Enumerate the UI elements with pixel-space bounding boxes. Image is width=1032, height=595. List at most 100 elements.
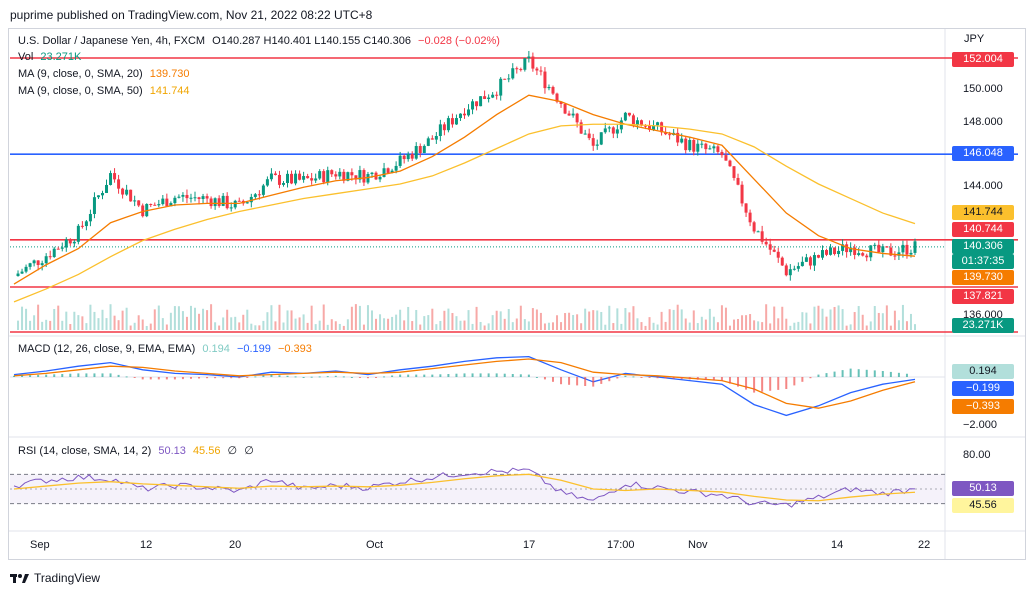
candle-body xyxy=(499,78,503,96)
volume-bar xyxy=(258,325,261,330)
volume-bar xyxy=(885,305,888,330)
volume-bar xyxy=(829,309,832,330)
volume-bar xyxy=(89,304,92,330)
macd-histogram-bar xyxy=(592,377,595,387)
time-axis-label: 22 xyxy=(918,539,931,551)
price-badge: 01:37:35 xyxy=(952,254,1014,269)
macd-legend[interactable]: MACD (12, 26, close, 9, EMA, EMA) 0.194 … xyxy=(18,342,312,356)
candle-body xyxy=(555,93,559,102)
volume-bar xyxy=(415,309,418,330)
candle-body xyxy=(825,250,829,255)
candle-body xyxy=(281,183,285,185)
candle-body xyxy=(105,184,109,193)
ma20-legend[interactable]: MA (9, close, 0, SMA, 20) 139.730 xyxy=(18,67,190,81)
macd-histogram-bar xyxy=(753,377,756,393)
candle-body xyxy=(543,71,547,89)
candle-body xyxy=(189,197,193,199)
candle-body xyxy=(780,257,784,266)
candle-body xyxy=(233,200,237,208)
volume-bar xyxy=(41,321,44,330)
candle-body xyxy=(48,256,52,258)
candle-body xyxy=(732,166,736,178)
volume-bar xyxy=(527,321,530,330)
volume-bar xyxy=(543,323,546,330)
vol-legend[interactable]: Vol 23.271K xyxy=(18,50,81,64)
volume-bar xyxy=(523,319,526,330)
candle-body xyxy=(527,56,531,59)
candle-body xyxy=(607,127,611,129)
macd-histogram-bar xyxy=(503,373,506,377)
candle-body xyxy=(265,179,269,186)
candle-body xyxy=(591,138,595,146)
candle-body xyxy=(370,172,374,175)
candle-body xyxy=(684,138,688,151)
ma50-legend[interactable]: MA (9, close, 0, SMA, 50) 141.744 xyxy=(18,84,190,98)
candle-body xyxy=(736,177,740,185)
volume-bar xyxy=(202,308,205,330)
volume-bar xyxy=(841,309,844,330)
rsi-legend[interactable]: RSI (14, close, SMA, 14, 2) 50.13 45.56 … xyxy=(18,444,254,458)
volume-bar xyxy=(749,314,752,330)
candle-body xyxy=(117,179,121,189)
macd-line xyxy=(13,355,916,417)
volume-bar xyxy=(77,315,80,330)
candle-body xyxy=(857,253,861,255)
volume-bar xyxy=(499,311,502,330)
candle-body xyxy=(676,132,680,143)
macd-histogram-bar xyxy=(873,370,876,377)
time-axis-label: 17 xyxy=(523,539,536,551)
volume-bar xyxy=(282,322,285,330)
candle-body xyxy=(334,174,338,177)
volume-bar xyxy=(185,316,188,330)
volume-bar xyxy=(133,322,136,330)
macd-histogram-bar xyxy=(745,377,748,390)
symbol-title[interactable]: U.S. Dollar / Japanese Yen, 4h, FXCM xyxy=(18,35,206,47)
macd-histogram-bar xyxy=(447,374,450,377)
candle-body xyxy=(845,244,849,253)
candle-body xyxy=(310,178,314,181)
macd-histogram-bar xyxy=(45,374,48,377)
macd-histogram-bar xyxy=(350,377,353,378)
candle-body xyxy=(696,143,700,152)
macd-histogram-bar xyxy=(841,370,844,377)
macd-histogram-bar xyxy=(246,377,249,378)
candle-body xyxy=(539,70,543,72)
volume-bar xyxy=(262,320,265,330)
candle-body xyxy=(740,184,744,204)
volume-bar xyxy=(704,319,707,330)
volume-bar xyxy=(250,323,253,330)
volume-bar xyxy=(881,313,884,330)
candle-body xyxy=(744,203,748,213)
macd-histogram-bar xyxy=(262,375,265,377)
macd-histogram-bar xyxy=(149,377,152,380)
candle-body xyxy=(881,246,885,253)
candle-body xyxy=(40,263,44,265)
volume-bar xyxy=(153,309,156,330)
volume-bar xyxy=(411,321,414,330)
volume-bar xyxy=(45,319,48,330)
rsi-label: RSI (14, close, SMA, 14, 2) xyxy=(18,445,152,457)
candle-body xyxy=(631,115,635,125)
candle-body xyxy=(225,195,229,209)
volume-bar xyxy=(471,323,474,330)
rsi-value: 50.13 xyxy=(158,445,186,457)
macd-histogram-bar xyxy=(551,377,554,382)
macd-histogram-bar xyxy=(206,377,209,379)
macd-line-badge: −0.199 xyxy=(952,381,1014,396)
volume-bar xyxy=(246,309,249,330)
candle-body xyxy=(157,204,161,206)
volume-bar xyxy=(17,320,20,330)
volume-bar xyxy=(777,318,780,330)
time-axis-label: 17:00 xyxy=(607,539,635,551)
candle-body xyxy=(471,101,475,110)
volume-bar xyxy=(817,305,820,330)
candle-body xyxy=(205,196,209,199)
volume-bar xyxy=(290,310,293,330)
volume-bar xyxy=(314,324,317,330)
candle-body xyxy=(217,198,221,206)
volume-bar xyxy=(789,325,792,330)
footer-brand[interactable]: TradingView xyxy=(10,571,100,585)
volume-bar xyxy=(302,314,305,330)
volume-bar xyxy=(765,304,768,330)
